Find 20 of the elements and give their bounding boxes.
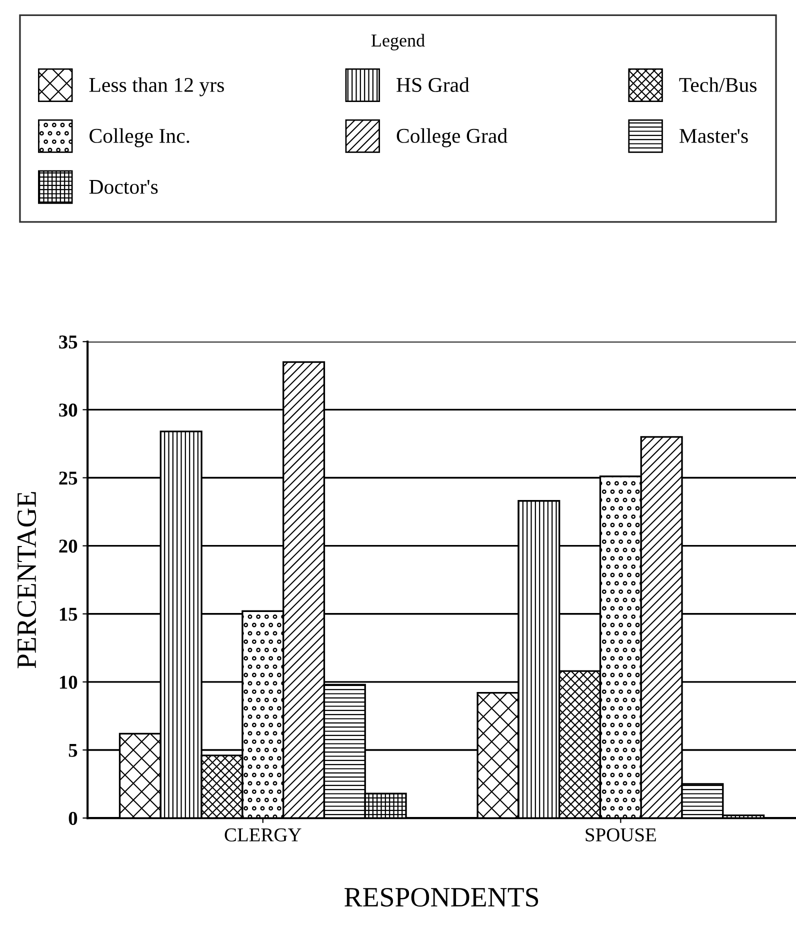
legend-title: Legend (371, 34, 425, 50)
y-tick-label: 35 (59, 336, 78, 349)
y-axis-title: PERCENTAGE (17, 492, 36, 668)
y-tick-label: 20 (59, 540, 78, 553)
x-axis-title: RESPONDENTS (344, 888, 538, 907)
y-tick-label: 25 (59, 472, 78, 485)
legend-label: HS Grad (396, 77, 470, 92)
y-tick-label: 0 (68, 812, 78, 825)
legend-label: College Inc. (90, 128, 190, 148)
y-tick-label: 30 (59, 404, 78, 417)
x-tick-label: SPOUSE (586, 828, 656, 842)
legend-label: Doctor's (89, 180, 158, 194)
legend-label: College Grad (396, 128, 508, 148)
legend-label: Master's (679, 129, 748, 143)
y-tick-label: 10 (60, 676, 78, 689)
y-tick-label: 15 (60, 608, 78, 621)
legend-label: Tech/Bus (679, 77, 757, 92)
y-tick-label: 5 (68, 744, 78, 757)
x-tick-label: CLERGY (224, 828, 302, 842)
legend-label: Less than 12 yrs (89, 77, 224, 96)
